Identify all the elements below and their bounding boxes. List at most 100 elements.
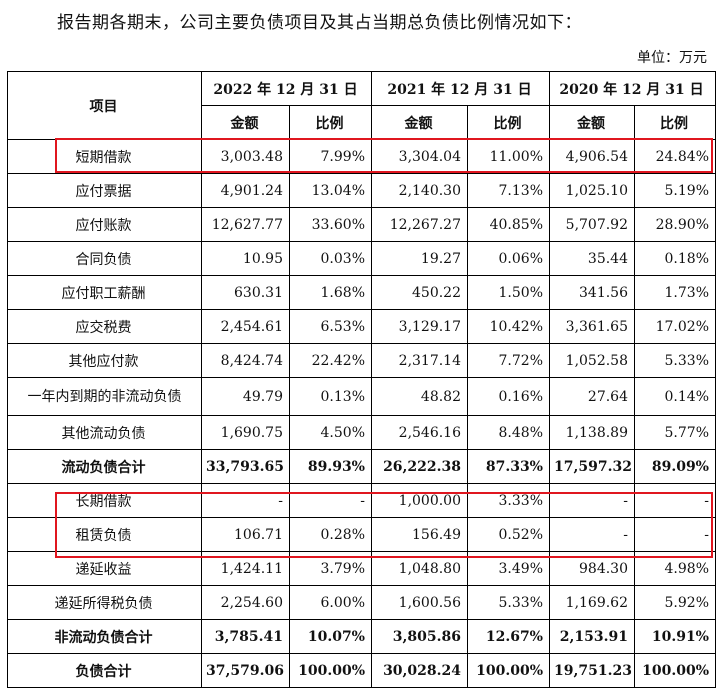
amount-cell: 27.64 [549, 377, 635, 416]
ratio-cell: 10.07% [289, 619, 372, 654]
row-item-label: 其他应付款 [7, 343, 202, 378]
amount-cell: 8,424.74 [201, 343, 290, 378]
ratio-cell: 0.16% [467, 377, 550, 416]
row-item-label: 短期借款 [7, 139, 202, 174]
amount-cell: 2,254.60 [201, 585, 290, 620]
ratio-cell: 1.68% [289, 275, 372, 310]
ratio-cell: 0.03% [289, 241, 372, 276]
ratio-cell: 5.77% [634, 415, 716, 450]
amount-cell: 1,600.56 [371, 585, 468, 620]
ratio-cell: 13.04% [289, 173, 372, 208]
ratio-cell: 6.53% [289, 309, 372, 344]
ratio-header: 比例 [634, 105, 716, 140]
amount-cell: 3,003.48 [201, 139, 290, 174]
row-item-label: 非流动负债合计 [7, 619, 202, 654]
row-item-label: 租赁负债 [7, 517, 202, 552]
ratio-cell: 0.14% [634, 377, 716, 416]
amount-cell: 450.22 [371, 275, 468, 310]
amount-cell: 35.44 [549, 241, 635, 276]
ratio-cell: 100.00% [289, 653, 372, 688]
amount-cell: 19.27 [371, 241, 468, 276]
period-header: 2021 年 12 月 31 日 [371, 71, 550, 106]
ratio-cell: 3.33% [467, 483, 550, 518]
table-row: 递延所得税负债 2,254.60 6.00% 1,600.56 5.33% 1,169.6… [7, 585, 716, 620]
table-row: 应付职工薪酬 630.31 1.68% 450.22 1.50% 341.56 1.73% [7, 275, 716, 310]
amount-cell: 12,267.27 [371, 207, 468, 242]
ratio-cell: 17.02% [634, 309, 716, 344]
ratio-cell: 5.33% [634, 343, 716, 378]
ratio-cell: 0.18% [634, 241, 716, 276]
ratio-cell: 0.13% [289, 377, 372, 416]
table-row: 其他流动负债 1,690.75 4.50% 2,546.16 8.48% 1,138.89… [7, 415, 716, 450]
amount-cell: 106.71 [201, 517, 290, 552]
ratio-cell: 7.99% [289, 139, 372, 174]
unit-label: 单位：万元 [637, 50, 707, 66]
ratio-cell: 100.00% [634, 653, 716, 688]
ratio-cell: - [289, 483, 372, 518]
ratio-cell: 0.52% [467, 517, 550, 552]
ratio-cell: 89.93% [289, 449, 372, 484]
ratio-cell: 4.98% [634, 551, 716, 586]
amount-cell: 37,579.06 [201, 653, 290, 688]
ratio-cell: 8.48% [467, 415, 550, 450]
amount-cell: 1,000.00 [371, 483, 468, 518]
amount-cell: 4,906.54 [549, 139, 635, 174]
intro-text: 报告期各期末，公司主要负债项目及其占当期总负债比例情况如下： [57, 13, 582, 33]
amount-cell: 48.82 [371, 377, 468, 416]
table-row: 其他应付款 8,424.74 22.42% 2,317.14 7.72% 1,052.58… [7, 343, 716, 378]
table-row: 一年内到期的非流动负债 49.79 0.13% 48.82 0.16% 27.64 0.14… [7, 377, 716, 416]
amount-cell: 2,153.91 [549, 619, 635, 654]
ratio-header: 比例 [467, 105, 550, 140]
ratio-cell: 5.33% [467, 585, 550, 620]
amount-cell: 5,707.92 [549, 207, 635, 242]
amount-cell: 630.31 [201, 275, 290, 310]
amount-cell: 19,751.23 [549, 653, 635, 688]
amount-cell: 1,169.62 [549, 585, 635, 620]
ratio-cell: 3.79% [289, 551, 372, 586]
ratio-cell: 5.92% [634, 585, 716, 620]
table-subheader-row: 金额 比例 金额 比例 金额 比例 [8, 105, 716, 140]
amount-cell: 2,317.14 [371, 343, 468, 378]
amount-cell: 1,424.11 [201, 551, 290, 586]
amount-cell: 49.79 [201, 377, 290, 416]
amount-cell: 3,129.17 [371, 309, 468, 344]
amount-cell: 2,454.61 [201, 309, 290, 344]
ratio-cell: 0.28% [289, 517, 372, 552]
amount-cell: 17,597.32 [549, 449, 635, 484]
row-item-label: 应交税费 [7, 309, 202, 344]
amount-cell: 3,304.04 [371, 139, 468, 174]
ratio-cell: 11.00% [467, 139, 550, 174]
table-row: 流动负债合计 33,793.65 89.93% 26,222.38 87.33% 17,5… [7, 449, 716, 484]
amount-cell: 26,222.38 [371, 449, 468, 484]
amount-cell: 1,048.80 [371, 551, 468, 586]
ratio-cell: - [634, 517, 716, 552]
ratio-cell: 6.00% [289, 585, 372, 620]
table-row: 非流动负债合计 3,785.41 10.07% 3,805.86 12.67% 2,153… [7, 619, 716, 654]
row-item-label: 递延所得税负债 [7, 585, 202, 620]
ratio-cell: 12.67% [467, 619, 550, 654]
row-item-label: 递延收益 [7, 551, 202, 586]
table-row: 短期借款 3,003.48 7.99% 3,304.04 11.00% 4,906.54 2… [7, 139, 716, 174]
ratio-cell: - [634, 483, 716, 518]
table-row: 应交税费 2,454.61 6.53% 3,129.17 10.42% 3,361.65 1… [7, 309, 716, 344]
table-row: 负债合计 37,579.06 100.00% 30,028.24 100.00% 19,7… [7, 653, 716, 688]
ratio-cell: 10.42% [467, 309, 550, 344]
liabilities-table: 项目 2022 年 12 月 31 日 2021 年 12 月 31 日 202… [7, 71, 716, 688]
ratio-cell: 28.90% [634, 207, 716, 242]
table-header-row: 项目 2022 年 12 月 31 日 2021 年 12 月 31 日 202… [7, 71, 716, 140]
ratio-cell: 10.91% [634, 619, 716, 654]
amount-cell: 1,025.10 [549, 173, 635, 208]
amount-cell: 4,901.24 [201, 173, 290, 208]
amount-header: 金额 [201, 105, 290, 140]
ratio-cell: 7.13% [467, 173, 550, 208]
amount-cell: 2,546.16 [371, 415, 468, 450]
row-item-label: 应付票据 [7, 173, 202, 208]
amount-cell: 1,138.89 [549, 415, 635, 450]
table-row: 租赁负债 106.71 0.28% 156.49 0.52% - - [7, 517, 716, 552]
amount-cell: - [549, 517, 635, 552]
row-item-label: 合同负债 [7, 241, 202, 276]
row-item-label: 流动负债合计 [7, 449, 202, 484]
amount-cell: 30,028.24 [371, 653, 468, 688]
row-item-label: 应付账款 [7, 207, 202, 242]
amount-cell: 156.49 [371, 517, 468, 552]
